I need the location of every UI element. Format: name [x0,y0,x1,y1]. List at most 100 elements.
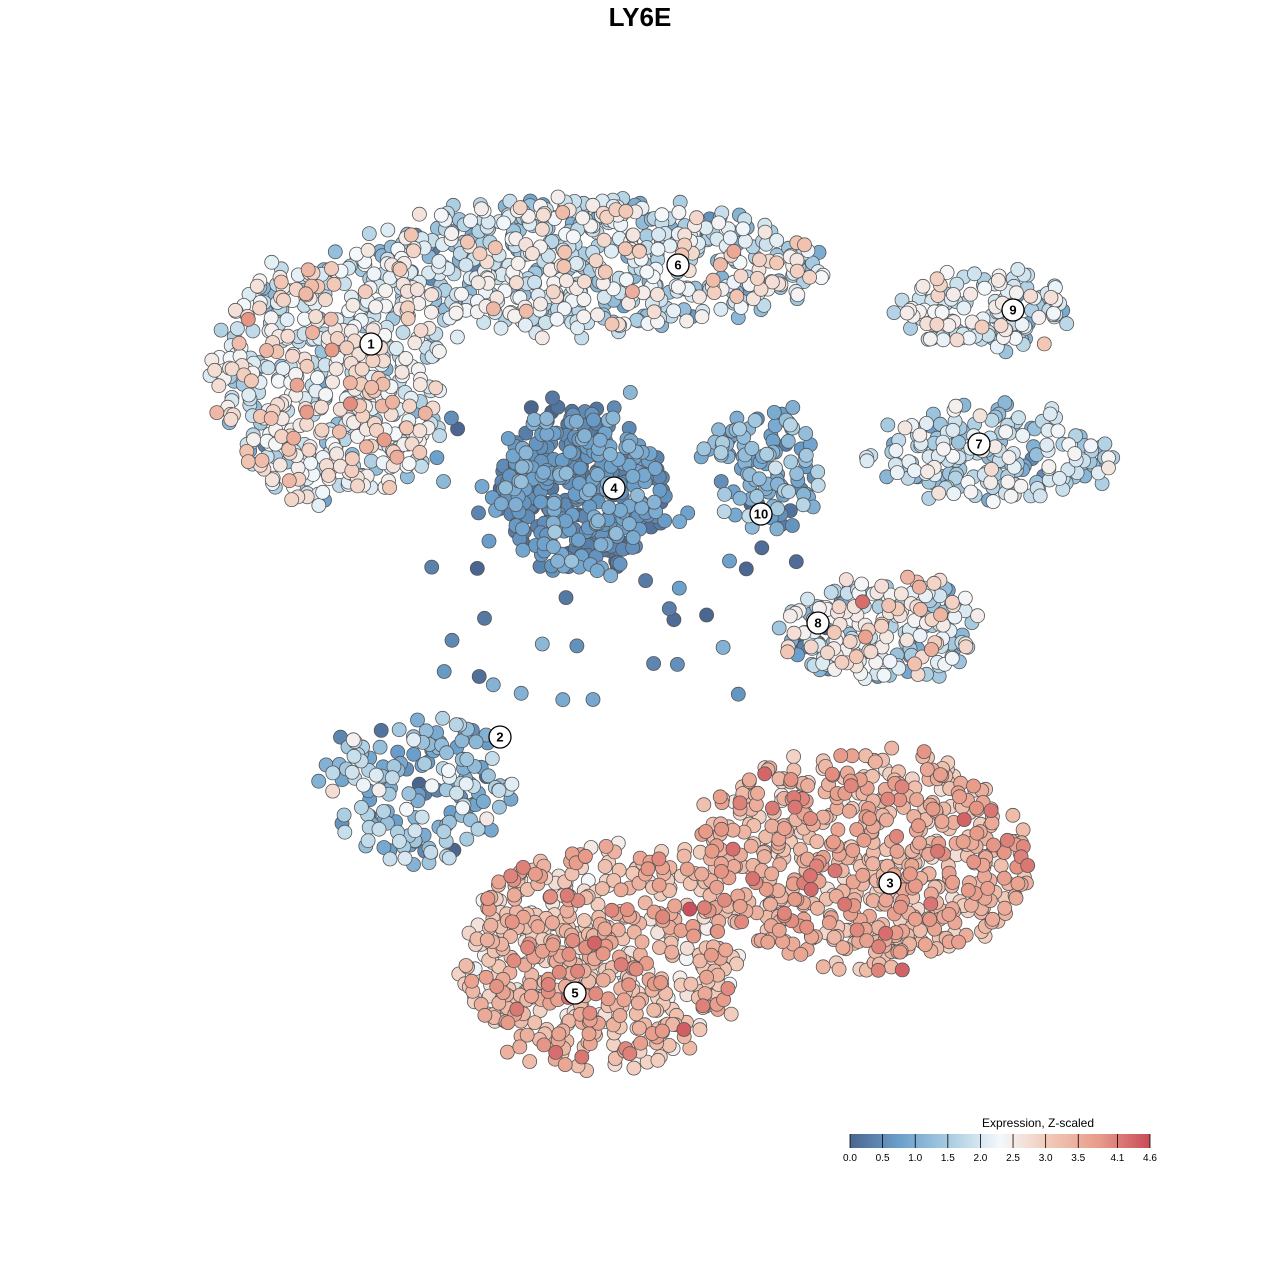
cell-point [835,940,851,955]
cell-point [972,408,988,424]
cell-point [956,300,972,316]
cell-point [585,197,601,213]
cell-point [389,449,405,465]
cell-point [913,602,928,617]
cell-point [305,325,320,341]
cell-point [802,269,817,285]
cell-point [365,353,381,369]
cell-point [499,1044,515,1060]
cell-point [915,278,931,294]
cell-point [745,871,761,886]
cell-point [407,335,423,351]
cell-point [676,1022,692,1037]
cell-point [907,911,923,927]
cell-point [717,486,732,502]
cell-point [443,410,459,426]
cell-point [993,858,1009,873]
cell-point [795,497,811,513]
cell-point [565,933,581,948]
cell-point [923,896,939,912]
cell-point [432,428,448,444]
cell-point [889,843,905,859]
cell-point [299,358,315,374]
cell-point [638,573,653,588]
cell-point [631,1020,647,1036]
cell-point [485,677,501,693]
cell-point [376,804,391,819]
cell-point [569,413,584,429]
cell-point [621,977,637,993]
cell-point [679,940,695,956]
cell-point [513,685,529,701]
cell-point [907,463,922,479]
cell-point [395,325,411,340]
cell-point [361,226,377,242]
cell-point [655,909,671,925]
cell-point [613,957,629,973]
cell-point [260,360,276,376]
cell-point [929,316,945,332]
cluster-label-text: 2 [496,730,503,745]
cell-point [689,210,704,226]
cell-point [577,428,592,444]
cell-point [249,278,265,294]
cell-point [732,899,748,914]
cell-point [966,854,982,870]
cell-point [555,205,571,220]
cell-point [1010,261,1026,277]
cell-point [1015,428,1031,443]
cell-point [325,765,341,781]
cell-point [570,963,585,979]
cell-point [771,922,787,938]
cell-point [550,553,566,569]
cell-point [664,944,680,960]
cell-point [858,629,873,645]
cell-point [970,608,985,624]
cell-point [742,772,757,788]
cell-point [496,215,512,231]
cell-point [479,932,495,948]
cell-point [924,642,939,657]
cell-point [569,638,585,654]
cell-point [289,377,305,393]
cell-point [764,866,780,882]
cell-point [1000,474,1016,490]
cell-point [548,1045,564,1060]
cell-point [699,607,714,623]
cell-point [912,579,927,595]
cell-point [751,471,767,487]
cell-point [985,911,1000,927]
cell-point [783,417,798,433]
cell-point [1005,807,1021,823]
cell-point [562,444,578,460]
cell-point [625,284,640,300]
cell-point [368,299,384,315]
cell-point [530,919,546,935]
cell-point [967,266,982,282]
cell-point [760,934,776,950]
cell-point [974,319,990,335]
cell-point [564,553,579,569]
cell-point [518,303,534,319]
cell-point [385,394,400,410]
cell-point [810,477,826,493]
cell-point [765,800,780,816]
cell-point [1015,822,1031,838]
cell-point [661,1038,677,1053]
cell-point [480,891,496,906]
cell-point [254,452,270,468]
cell-point [639,264,655,280]
cluster-label-badge [359,332,383,356]
cell-point [380,222,396,238]
cell-point [578,848,593,864]
cell-point [360,242,376,258]
cell-point [550,189,566,205]
cell-point [391,722,407,738]
cell-point [533,494,549,510]
cell-point [1050,423,1066,439]
cell-point [713,445,729,461]
cell-point [1043,289,1059,305]
cell-point [471,505,486,521]
cell-point [752,252,767,268]
